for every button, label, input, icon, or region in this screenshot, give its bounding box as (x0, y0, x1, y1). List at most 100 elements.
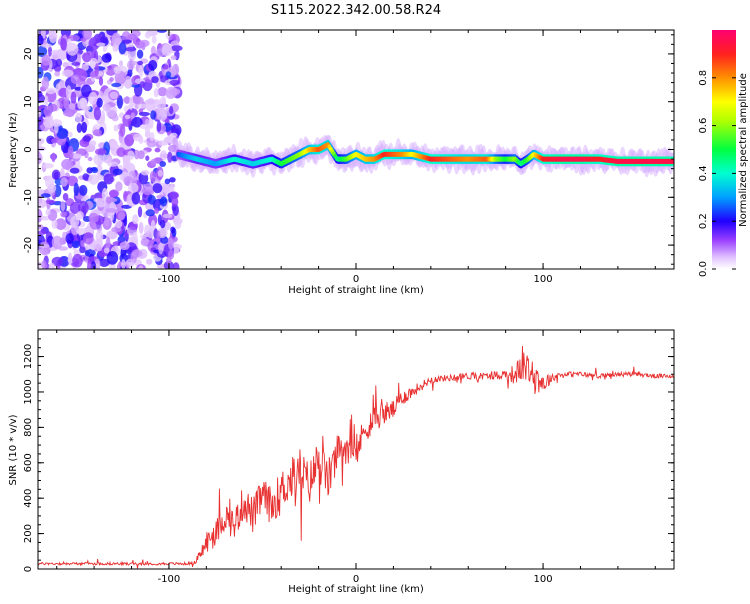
noise-blob (89, 140, 97, 147)
x-tick-label: 0 (353, 274, 359, 285)
noise-blob (67, 145, 74, 160)
noise-blob (103, 173, 114, 185)
noise-blob (169, 106, 174, 115)
noise-blob (42, 163, 54, 169)
noise-blob (51, 219, 58, 229)
noise-blob (137, 60, 144, 66)
noise-blob (98, 258, 110, 267)
noise-blob (95, 148, 107, 156)
noise-blob (168, 87, 181, 96)
noise-blob (109, 190, 119, 198)
noise-blob (150, 219, 156, 232)
noise-blob (131, 249, 143, 258)
noise-blob (62, 193, 69, 201)
noise-blob (141, 169, 150, 176)
noise-blob (48, 262, 56, 269)
noise-blob (169, 177, 176, 183)
noise-blob (43, 119, 55, 128)
noise-blob (141, 42, 146, 51)
noise-blob (83, 232, 94, 245)
y-tick-label: 1000 (23, 379, 34, 404)
noise-blob (65, 85, 72, 99)
x-tick-label: 100 (534, 274, 553, 285)
noise-blob (136, 49, 144, 59)
noise-blob (38, 194, 43, 204)
noise-blob (100, 110, 106, 124)
noise-blob (162, 64, 169, 70)
noise-blob (144, 99, 156, 105)
x-tick-label: 0 (353, 574, 359, 585)
noise-blob (168, 191, 179, 200)
noise-blob (160, 196, 168, 207)
noise-blob (91, 167, 99, 174)
y-tick-label: 800 (23, 418, 34, 437)
noise-blob (86, 167, 93, 174)
noise-blob (130, 112, 136, 119)
noise-blob (87, 260, 92, 269)
noise-blob (89, 71, 97, 78)
noise-blob (167, 151, 173, 163)
noise-blob (102, 103, 111, 112)
y-tick-label: 10 (23, 95, 34, 108)
spectral-ridge (175, 134, 674, 178)
noise-blob (105, 196, 113, 204)
noise-blob (116, 147, 126, 158)
noise-blob (38, 261, 42, 269)
noise-blob (51, 256, 63, 267)
noise-blob (144, 103, 153, 110)
noise-blob (56, 128, 68, 139)
noise-blob (73, 182, 80, 197)
noise-blob (106, 251, 119, 265)
noise-blob (82, 173, 90, 181)
noise-blob (125, 47, 137, 52)
noise-blob (114, 70, 127, 85)
noise-blob (115, 219, 123, 229)
noise-blob (116, 95, 123, 109)
noise-blob (81, 121, 88, 134)
noise-blob (63, 96, 70, 110)
noise-blob (119, 123, 126, 137)
noise-blob (139, 81, 146, 88)
noise-blob (60, 38, 67, 51)
noise-blob (51, 169, 61, 181)
x-tick-label: 100 (534, 574, 553, 585)
noise-blob (121, 259, 126, 269)
noise-blob (101, 53, 112, 63)
noise-blob (151, 76, 159, 84)
colorbar-tick-label: 0.2 (698, 213, 709, 229)
noise-blob (38, 34, 44, 46)
noise-blob (157, 169, 163, 177)
noise-blob (134, 96, 144, 105)
noise-blob (47, 46, 53, 57)
colorbar-tick-label: 0.8 (698, 70, 709, 86)
noise-blob (140, 237, 150, 247)
noise-blob (147, 228, 154, 239)
y-tick-label: 600 (23, 453, 34, 472)
noise-blob (38, 93, 45, 103)
noise-blob (111, 82, 122, 88)
y-tick-label: -10 (23, 189, 34, 205)
noise-blob (109, 91, 118, 100)
noise-blob (88, 212, 99, 223)
noise-blob (81, 63, 89, 71)
colorbar-tick-label: 0.4 (698, 165, 709, 181)
noise-blob (159, 228, 167, 239)
noise-blob (150, 110, 157, 120)
noise-blob (138, 136, 144, 144)
noise-blob (103, 247, 110, 254)
noise-blob (54, 71, 61, 77)
noise-blob (97, 201, 106, 208)
noise-blob (38, 110, 42, 118)
noise-blob (150, 158, 157, 166)
noise-blob (153, 208, 159, 214)
noise-blob (170, 226, 176, 234)
noise-blob (144, 131, 152, 139)
noise-blob (60, 167, 65, 178)
noise-blob (94, 63, 99, 77)
noise-blob (87, 156, 93, 162)
noise-blob (41, 54, 51, 66)
noise-blob (48, 30, 58, 44)
y-tick-label: 0 (23, 146, 34, 152)
